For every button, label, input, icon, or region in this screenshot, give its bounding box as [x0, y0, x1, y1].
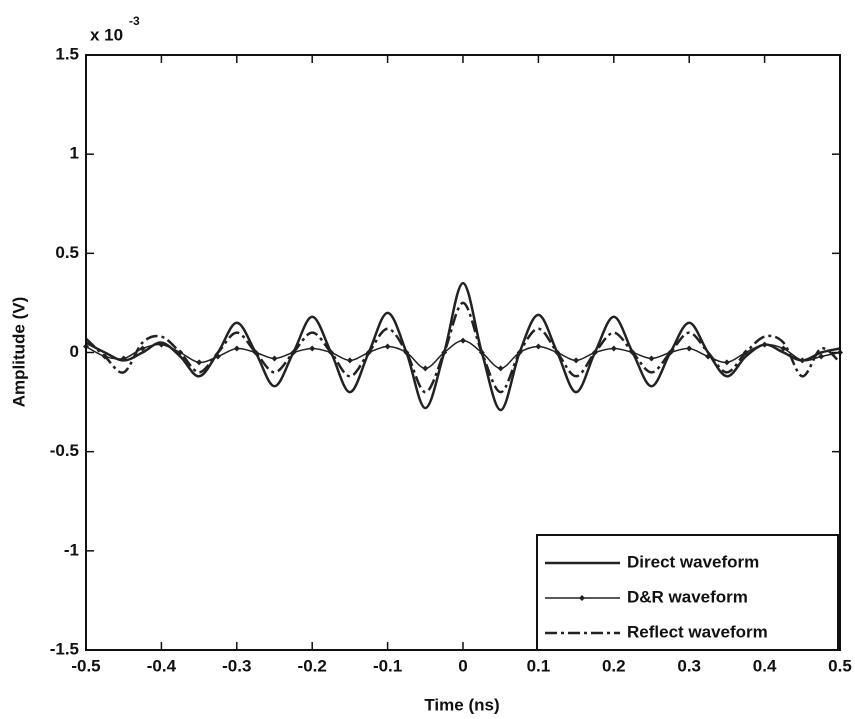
- series-marker: [497, 365, 504, 372]
- series-line: [85, 301, 841, 394]
- series-marker: [233, 345, 240, 352]
- series-marker: [271, 355, 278, 362]
- plot-frame: [85, 54, 841, 651]
- x-tick-label: -0.2: [298, 656, 327, 675]
- series-marker: [573, 357, 580, 364]
- x-tick-label: 0.5: [828, 656, 852, 675]
- series-marker: [384, 343, 391, 350]
- series-marker: [723, 359, 730, 366]
- y-tick-label: -1: [64, 540, 79, 559]
- y-tick-label: -1.5: [50, 639, 79, 658]
- legend-label: D&R waveform: [627, 587, 748, 606]
- series-marker: [346, 357, 353, 364]
- x-tick-label: 0.4: [753, 656, 777, 675]
- x-tick-label: 0.1: [527, 656, 551, 675]
- series-marker: [799, 357, 806, 364]
- series-marker: [460, 337, 466, 344]
- series-marker: [648, 355, 655, 362]
- x-tick-label: -0.5: [71, 656, 100, 675]
- legend-marker: [579, 595, 585, 601]
- y-tick-label: 0.5: [55, 243, 79, 262]
- x-tick-label: 0: [458, 656, 467, 675]
- x-tick-label: -0.4: [147, 656, 177, 675]
- series-marker: [761, 341, 768, 348]
- series-marker: [535, 343, 542, 350]
- series-marker: [610, 345, 617, 352]
- series-marker: [139, 345, 146, 352]
- y-tick-label: 1.5: [55, 44, 79, 63]
- x-tick-label: -0.1: [373, 656, 402, 675]
- series-marker: [120, 355, 127, 362]
- y-multiplier: x 10: [90, 25, 123, 44]
- series-marker: [818, 353, 825, 360]
- x-tick-label: 0.3: [677, 656, 701, 675]
- series-marker: [196, 359, 203, 366]
- legend-label: Reflect waveform: [627, 622, 768, 641]
- series-marker: [686, 345, 693, 352]
- series-marker: [422, 365, 429, 372]
- y-tick-label: -0.5: [50, 441, 79, 460]
- y-multiplier-exponent: -3: [129, 14, 140, 28]
- legend-label: Direct waveform: [627, 552, 759, 571]
- legend: Direct waveform D&R waveform Reflect wavef…: [536, 534, 839, 651]
- y-tick-label: 1: [70, 144, 79, 163]
- series-marker: [780, 345, 787, 352]
- series-marker: [309, 345, 316, 352]
- y-tick-label: 0: [70, 342, 79, 361]
- legend-box: [536, 534, 839, 651]
- y-axis-label: Amplitude (V): [9, 297, 28, 408]
- series-marker: [158, 341, 165, 348]
- x-axis-label: Time (ns): [424, 695, 499, 714]
- x-tick-label: 0.2: [602, 656, 626, 675]
- x-tick-label: -0.3: [222, 656, 251, 675]
